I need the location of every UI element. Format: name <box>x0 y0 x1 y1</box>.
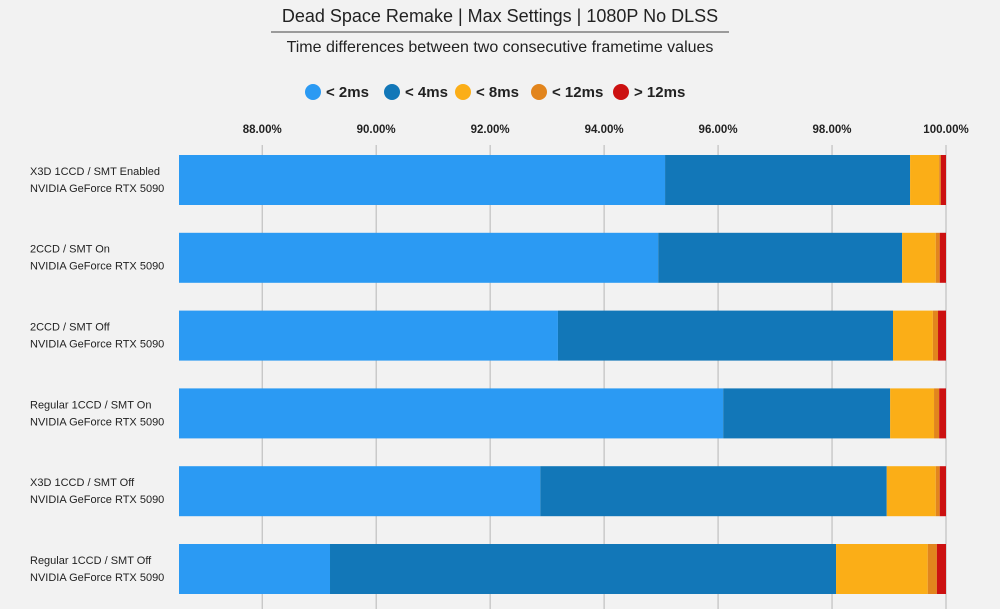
y-tick-label: NVIDIA GeForce RTX 5090 <box>30 494 164 506</box>
x-tick-label: 90.00% <box>357 124 396 136</box>
y-tick-label: NVIDIA GeForce RTX 5090 <box>30 416 164 428</box>
bar-segment <box>665 155 911 205</box>
x-tick-label: 94.00% <box>585 124 624 136</box>
bar-segment <box>179 310 558 361</box>
legend-swatch <box>305 84 321 100</box>
bar-segment <box>939 388 946 439</box>
bar-segment <box>935 466 940 517</box>
bar-segment <box>902 232 936 283</box>
y-tick-label: NVIDIA GeForce RTX 5090 <box>30 572 164 584</box>
bar-segment <box>540 466 887 517</box>
legend-label: < 12ms <box>552 84 603 101</box>
y-tick-label: X3D 1CCD / SMT Off <box>30 477 135 489</box>
chart-subtitle: Time differences between two consecutive… <box>287 39 714 56</box>
chart-title: Dead Space Remake | Max Settings | 1080P… <box>282 6 718 26</box>
bar-segment <box>179 388 724 439</box>
legend-label: < 8ms <box>476 84 519 101</box>
bar-segment <box>936 544 946 594</box>
bar-segment <box>910 155 940 205</box>
x-tick-label: 92.00% <box>471 124 510 136</box>
bar-segment <box>940 155 946 205</box>
y-tick-label: NVIDIA GeForce RTX 5090 <box>30 183 164 195</box>
bar-segment <box>179 155 666 205</box>
y-tick-label: NVIDIA GeForce RTX 5090 <box>30 261 164 273</box>
bar-segment <box>179 466 541 517</box>
x-tick-label: 98.00% <box>813 124 852 136</box>
bar-segment <box>934 388 940 439</box>
bar-segment <box>893 310 933 361</box>
bar-segment <box>890 388 935 439</box>
bar-segment <box>927 544 937 594</box>
bar-segment <box>939 466 946 517</box>
legend-swatch <box>613 84 629 100</box>
bar-segment <box>179 232 659 283</box>
legend-swatch <box>531 84 547 100</box>
legend-label: > 12ms <box>634 84 685 101</box>
legend-swatch <box>455 84 471 100</box>
bar-segment <box>938 310 946 361</box>
legend-swatch <box>384 84 400 100</box>
y-tick-label: X3D 1CCD / SMT Enabled <box>30 166 160 178</box>
x-tick-label: 88.00% <box>243 124 282 136</box>
y-tick-label: 2CCD / SMT On <box>30 244 110 256</box>
bar-segment <box>836 544 928 594</box>
y-tick-label: Regular 1CCD / SMT On <box>30 399 151 411</box>
y-tick-label: NVIDIA GeForce RTX 5090 <box>30 339 164 351</box>
bar-segment <box>658 232 903 283</box>
legend-label: < 2ms <box>326 84 369 101</box>
y-tick-label: 2CCD / SMT Off <box>30 322 111 334</box>
bar-segment <box>886 466 936 517</box>
x-tick-label: 100.00% <box>923 124 968 136</box>
bar-segment <box>932 310 939 361</box>
bar-segment <box>939 155 941 205</box>
x-tick-label: 96.00% <box>699 124 738 136</box>
bar-segment <box>939 232 946 283</box>
legend-label: < 4ms <box>405 84 448 101</box>
y-tick-label: Regular 1CCD / SMT Off <box>30 555 152 567</box>
bar-segment <box>179 544 331 594</box>
bar-segment <box>557 310 894 361</box>
bar-segment <box>723 388 891 439</box>
bar-segment <box>935 232 940 283</box>
bar-segment <box>330 544 837 594</box>
